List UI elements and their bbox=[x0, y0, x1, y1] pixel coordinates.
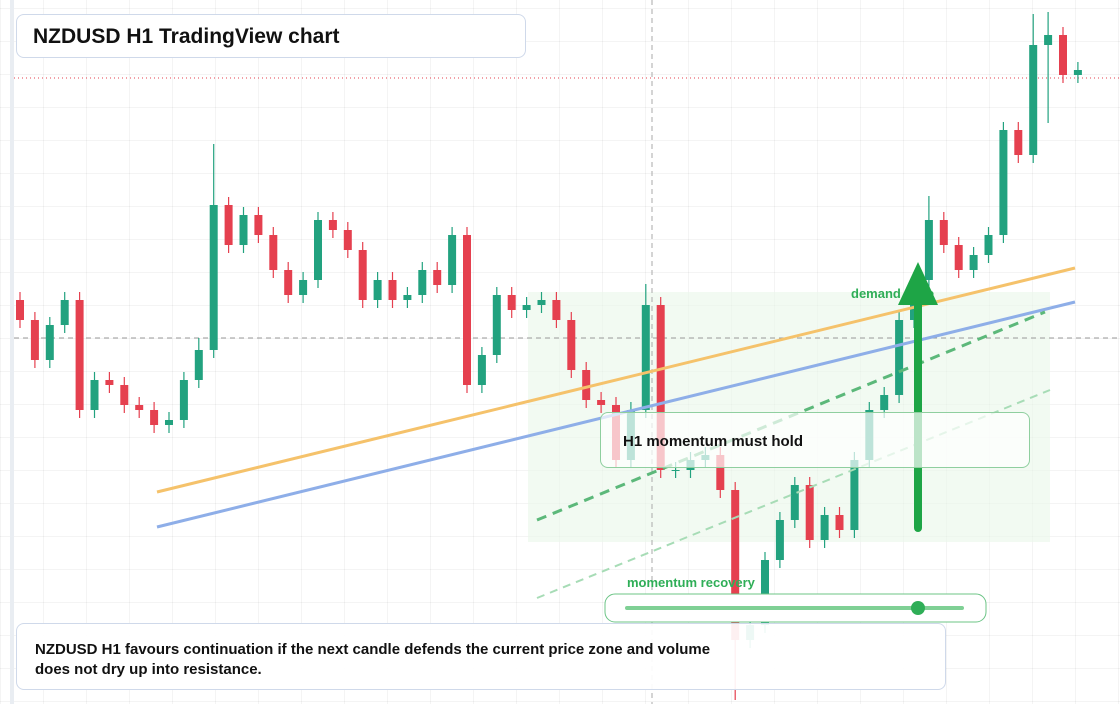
candle-body bbox=[418, 270, 427, 295]
candle-body bbox=[30, 320, 39, 360]
candle-body bbox=[1014, 130, 1023, 155]
candle-body bbox=[343, 230, 352, 250]
candle-body bbox=[388, 280, 397, 300]
candle-body bbox=[954, 245, 963, 270]
candle-body bbox=[45, 325, 54, 360]
candle-body bbox=[671, 470, 680, 471]
candle-body bbox=[90, 380, 99, 410]
candle-body bbox=[850, 460, 859, 530]
candle-body bbox=[507, 295, 516, 310]
candle-body bbox=[790, 485, 799, 520]
candle-body bbox=[1029, 45, 1038, 155]
candle-body bbox=[165, 420, 173, 425]
note: NZDUSD H1 favours continuation if the ne… bbox=[35, 641, 711, 678]
candle-body bbox=[358, 250, 367, 300]
candle-body bbox=[328, 220, 337, 230]
candle-body bbox=[984, 235, 993, 255]
candle-body bbox=[135, 405, 144, 410]
candle-body bbox=[448, 235, 457, 285]
candle-body bbox=[999, 130, 1008, 235]
callout-box: H1 momentum must hold bbox=[600, 412, 1030, 468]
candle-body bbox=[209, 205, 218, 350]
candle-body bbox=[1073, 70, 1082, 75]
candle-body bbox=[16, 300, 24, 320]
candle-body bbox=[194, 350, 203, 380]
candle-body bbox=[567, 320, 576, 370]
candle-body bbox=[299, 280, 308, 295]
candle-body bbox=[895, 320, 904, 395]
candle-body bbox=[656, 305, 665, 470]
slider-knob bbox=[911, 601, 925, 615]
candle-body bbox=[1059, 35, 1067, 75]
candle-body bbox=[597, 400, 606, 405]
candle-body bbox=[433, 270, 442, 285]
candle-body bbox=[924, 220, 933, 280]
candle-body bbox=[254, 215, 263, 235]
candle-body bbox=[105, 380, 114, 385]
candle-body bbox=[75, 300, 84, 410]
candle-body bbox=[239, 215, 248, 245]
candle-body bbox=[373, 280, 382, 300]
candle-body bbox=[269, 235, 278, 270]
candle-body bbox=[150, 410, 159, 425]
candle-body bbox=[939, 220, 948, 245]
candle-body bbox=[775, 520, 784, 560]
candle-body bbox=[731, 490, 740, 640]
candle-body bbox=[582, 370, 591, 400]
candle-body bbox=[522, 305, 531, 310]
candle-body bbox=[492, 295, 501, 355]
candle-body bbox=[820, 515, 829, 540]
candle-body bbox=[761, 560, 769, 625]
left-edge bbox=[10, 0, 14, 704]
arrow-head bbox=[898, 262, 938, 305]
title-box: NZDUSD H1 TradingView chart bbox=[16, 14, 526, 58]
candle-body bbox=[224, 205, 233, 245]
callout: H1 momentum must hold bbox=[623, 433, 804, 450]
note-box: NZDUSD H1 favours continuation if the ne… bbox=[16, 623, 946, 690]
title: NZDUSD H1 TradingView chart bbox=[33, 25, 340, 48]
candle-body bbox=[284, 270, 293, 295]
candle-body bbox=[805, 485, 814, 540]
candle-body bbox=[60, 300, 69, 325]
candle-body bbox=[641, 305, 650, 410]
candle-body bbox=[463, 235, 471, 385]
candle-body bbox=[179, 380, 188, 420]
candle-body bbox=[552, 300, 561, 320]
candle-body bbox=[716, 455, 725, 490]
candle-body bbox=[314, 220, 322, 280]
candle-body bbox=[1044, 35, 1053, 45]
candle-body bbox=[537, 300, 546, 305]
candle-body bbox=[880, 395, 889, 410]
candle-body bbox=[403, 295, 412, 300]
candle-body bbox=[120, 385, 129, 405]
candle-body bbox=[835, 515, 844, 530]
candle-body bbox=[477, 355, 486, 385]
recovery-label: momentum recovery bbox=[627, 575, 756, 590]
candle-body bbox=[969, 255, 978, 270]
